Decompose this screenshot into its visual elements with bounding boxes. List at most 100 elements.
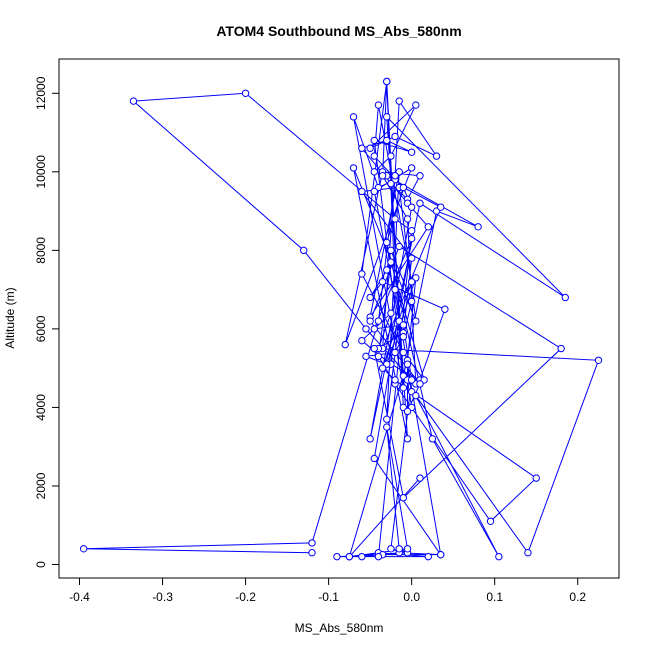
data-point	[403, 215, 412, 223]
data-point	[387, 179, 395, 188]
data-point	[424, 223, 432, 231]
data-point	[495, 552, 503, 561]
data-point	[407, 203, 416, 211]
data-point	[383, 423, 391, 431]
data-point	[424, 552, 432, 561]
x-tick-label: 0.2	[569, 590, 586, 604]
data-point	[532, 474, 540, 482]
data-point	[366, 293, 374, 302]
data-point	[370, 187, 378, 196]
data-point	[395, 242, 403, 251]
y-axis-label: Altitude (m)	[3, 287, 17, 348]
x-tick-label: -0.3	[152, 590, 173, 604]
data-point	[416, 474, 424, 482]
data-point	[395, 545, 403, 553]
data-point	[370, 344, 378, 353]
series-lines	[83, 81, 600, 558]
data-point	[403, 545, 412, 553]
plot-frame	[58, 58, 620, 579]
data-point	[594, 356, 603, 364]
data-point	[407, 164, 416, 172]
data-point	[374, 101, 383, 109]
data-point	[407, 254, 416, 262]
data-point	[403, 435, 412, 443]
x-tick-label: -0.4	[69, 590, 90, 604]
data-point	[374, 552, 383, 561]
data-point	[391, 172, 399, 180]
data-point	[416, 199, 424, 207]
data-point	[387, 545, 395, 553]
data-point	[474, 223, 482, 231]
data-point	[407, 234, 416, 243]
series-line	[83, 81, 600, 558]
data-point	[399, 348, 408, 357]
data-point	[370, 168, 378, 176]
data-point	[383, 113, 391, 121]
data-point	[358, 187, 366, 196]
data-point	[407, 376, 416, 384]
data-point	[366, 317, 374, 325]
data-point	[387, 258, 395, 266]
data-point	[374, 352, 383, 361]
data-point	[407, 227, 416, 235]
x-tick-label: 0.1	[486, 590, 503, 604]
data-point	[345, 552, 354, 561]
data-point	[437, 203, 445, 211]
data-point	[399, 333, 408, 341]
data-point	[395, 97, 403, 105]
data-point	[561, 293, 569, 302]
data-point	[399, 494, 408, 502]
data-point	[129, 97, 138, 105]
data-point	[378, 364, 387, 372]
data-point	[557, 344, 565, 353]
data-point	[362, 325, 370, 333]
data-point	[383, 266, 391, 274]
data-point	[437, 550, 445, 559]
data-point	[79, 545, 88, 553]
data-point	[383, 415, 391, 423]
data-point	[399, 183, 408, 192]
data-point	[358, 270, 366, 278]
data-point	[391, 285, 399, 294]
data-point	[387, 152, 395, 160]
data-point	[416, 380, 424, 388]
data-point	[416, 172, 424, 180]
data-point	[241, 89, 250, 97]
y-axis: 0 2000 4000 6000 8000 10000 12000	[34, 76, 60, 568]
data-point	[412, 317, 420, 325]
x-tick-label: 0.0	[403, 590, 420, 604]
data-point	[374, 317, 383, 325]
data-point	[524, 549, 532, 557]
data-point	[441, 305, 449, 313]
data-point	[412, 391, 420, 400]
data-point	[391, 376, 399, 384]
x-axis-label: MS_Abs_580nm	[295, 621, 384, 635]
data-point	[366, 435, 374, 443]
data-point	[308, 539, 316, 547]
y-tick-label: 6000	[34, 315, 48, 342]
data-point	[403, 407, 412, 416]
data-point	[399, 321, 408, 329]
data-point	[370, 454, 378, 463]
x-tick-label: -0.2	[235, 590, 256, 604]
series-points	[79, 77, 603, 561]
data-point	[391, 132, 399, 141]
data-point	[403, 360, 412, 368]
data-point	[432, 152, 441, 160]
data-point	[387, 309, 395, 317]
data-point	[358, 552, 366, 561]
data-point	[370, 152, 378, 160]
y-tick-label: 10000	[34, 155, 48, 189]
y-tick-label: 12000	[34, 76, 48, 110]
y-tick-label: 4000	[34, 394, 48, 421]
x-axis: -0.4 -0.3 -0.2 -0.1 0.0 0.1 0.2	[69, 577, 586, 604]
data-point	[349, 113, 358, 121]
y-tick-label: 8000	[34, 237, 48, 264]
data-point	[383, 238, 391, 247]
data-point	[407, 148, 416, 156]
data-point	[383, 77, 391, 86]
data-point	[341, 340, 349, 349]
data-point	[428, 435, 437, 443]
y-tick-label: 0	[34, 561, 48, 568]
